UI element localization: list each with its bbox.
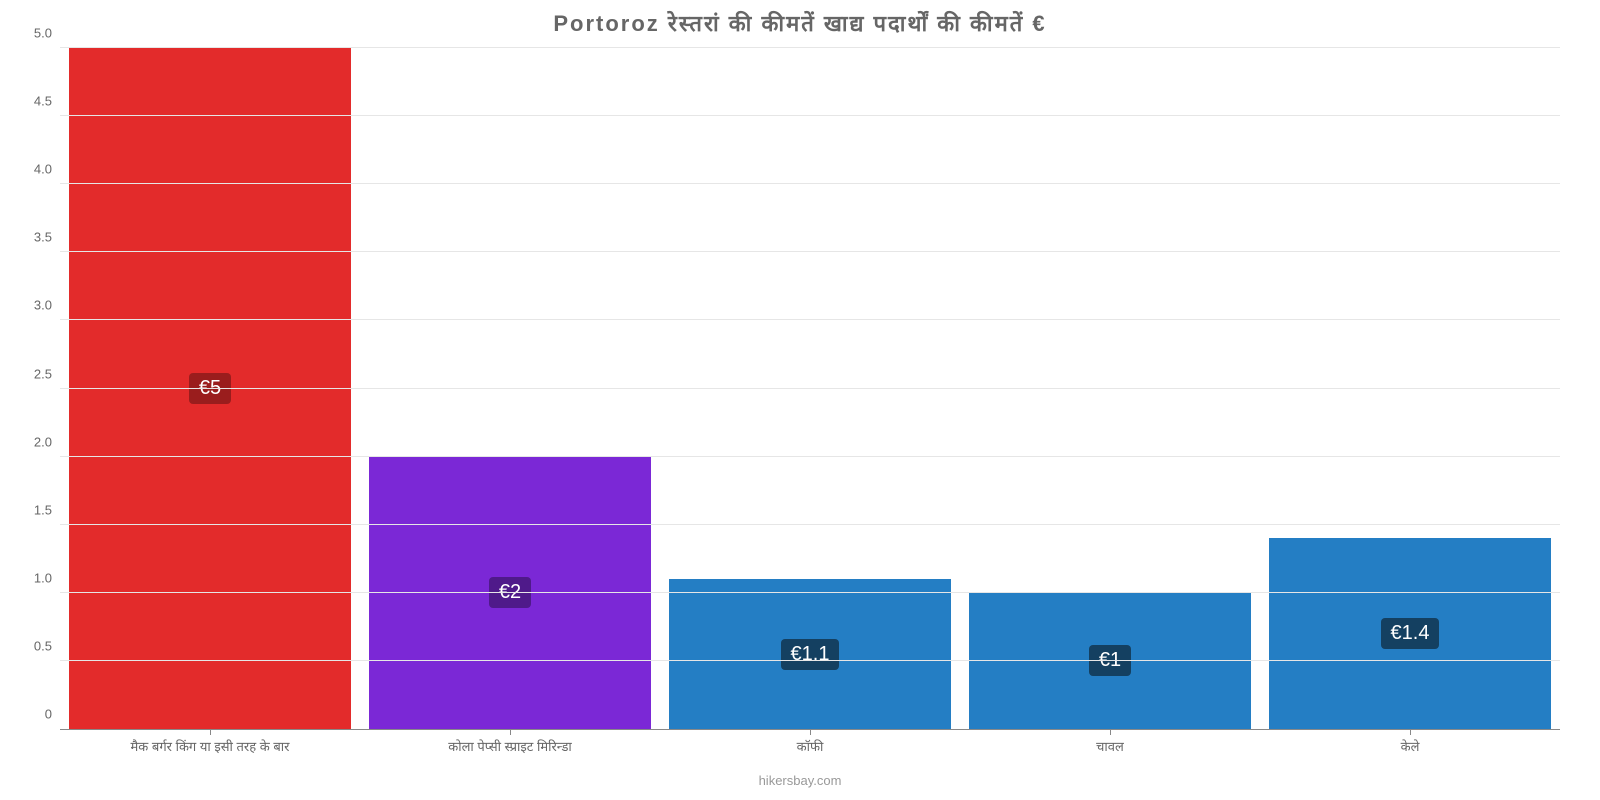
bar-slot: €2कोला पेप्सी स्प्राइट मिरिन्डा [360,48,660,729]
bar-slot: €5मैक बर्गर किंग या इसी तरह के बार [60,48,360,729]
gridline [60,388,1560,389]
gridline [60,183,1560,184]
x-axis-tick-label: मैक बर्गर किंग या इसी तरह के बार [131,737,290,755]
bar: €5 [69,48,351,729]
x-axis-tick-mark [1110,729,1111,735]
x-axis-tick-mark [1410,729,1411,735]
bar: €1.1 [669,579,951,729]
y-axis-tick-label: 3.5 [34,230,60,245]
bar-slot: €1.1कॉफी [660,48,960,729]
bar-slot: €1चावल [960,48,1260,729]
x-axis-tick-mark [210,729,211,735]
x-axis-tick-label: केले [1401,737,1420,755]
y-axis-tick-label: 2.5 [34,366,60,381]
gridline [60,319,1560,320]
bar-value-badge: €1.4 [1381,618,1440,649]
gridline [60,47,1560,48]
y-axis-tick-label: 4.5 [34,94,60,109]
chart-title: Portoroz रेस्तरां की कीमतें खाद्य पदार्थ… [0,8,1600,38]
bar: €1.4 [1269,538,1551,729]
y-axis-tick-label: 4.0 [34,162,60,177]
gridline [60,115,1560,116]
x-axis-tick-mark [510,729,511,735]
y-axis-tick-label: 1.5 [34,502,60,517]
bar: €1 [969,593,1251,729]
y-axis-tick-label: 1.0 [34,570,60,585]
gridline [60,251,1560,252]
y-axis-tick-label: 0.5 [34,638,60,653]
x-axis-tick-label: चावल [1096,737,1124,755]
y-axis-tick-label: 3.0 [34,298,60,313]
plot-area: €5मैक बर्गर किंग या इसी तरह के बार€2कोला… [60,48,1560,730]
y-axis-tick-label: 5.0 [34,26,60,41]
y-axis-tick-label: 0 [45,707,60,722]
bar-value-badge: €1.1 [781,639,840,670]
x-axis-tick-label: कोला पेप्सी स्प्राइट मिरिन्डा [448,737,572,755]
price-bar-chart: Portoroz रेस्तरां की कीमतें खाद्य पदार्थ… [0,0,1600,800]
x-axis-tick-label: कॉफी [797,737,824,755]
watermark: hikersbay.com [759,773,842,788]
y-axis-tick-label: 2.0 [34,434,60,449]
x-axis-tick-mark [810,729,811,735]
bar-value-badge: €1 [1089,645,1131,676]
gridline [60,592,1560,593]
gridline [60,524,1560,525]
bar-value-badge: €5 [189,373,231,404]
gridline [60,456,1560,457]
gridline [60,660,1560,661]
bar-slot: €1.4केले [1260,48,1560,729]
bars-row: €5मैक बर्गर किंग या इसी तरह के बार€2कोला… [60,48,1560,729]
